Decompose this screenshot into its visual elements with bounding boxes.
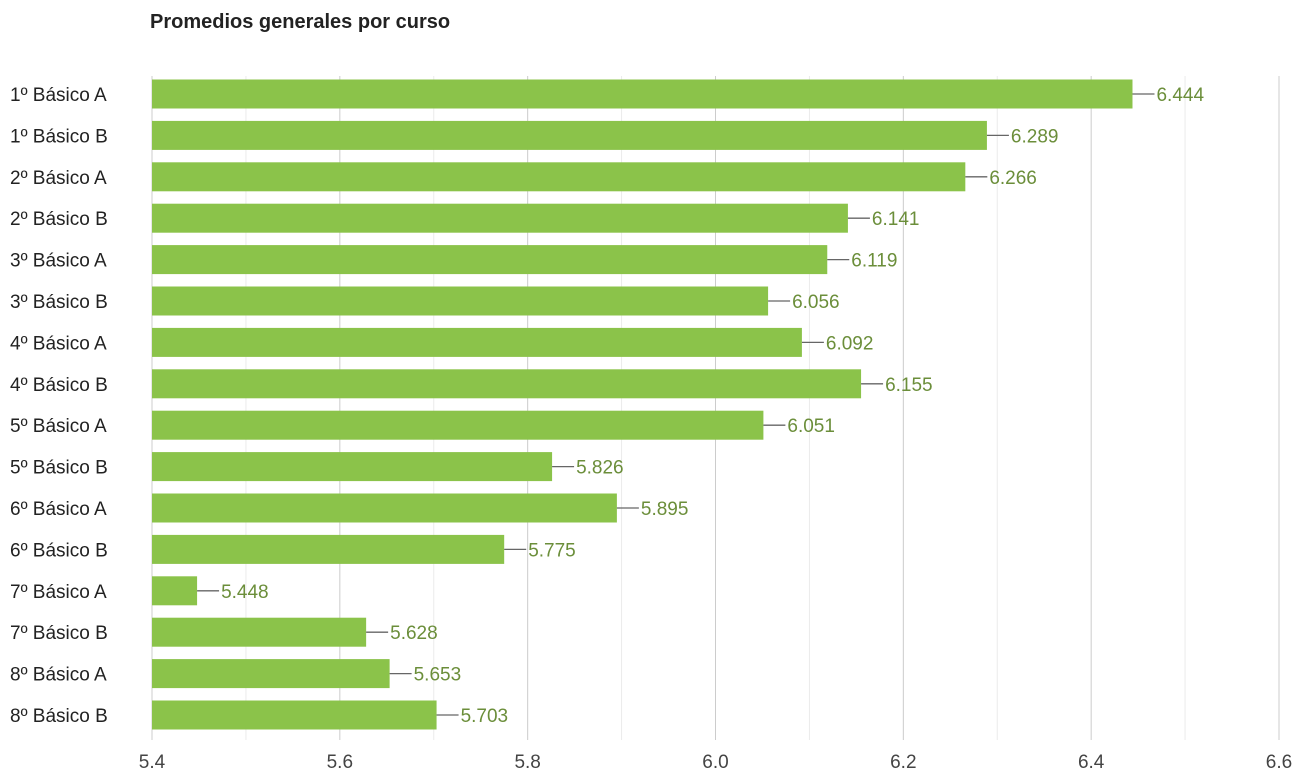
x-tick-label: 6.4 [1078,752,1105,773]
x-axis-ticks: 5.4 5.6 5.8 6.0 6.2 6.4 6.6 [139,752,1292,773]
value-label: 5.775 [528,540,576,561]
category-label: 5º Básico A [10,416,107,437]
value-label: 6.155 [885,375,933,396]
value-label: 6.119 [851,251,897,272]
bar [152,120,987,150]
value-label: 6.289 [1011,126,1059,147]
bar [152,286,769,316]
x-tick-label: 5.4 [139,752,166,773]
category-label: 3º Básico B [10,292,108,313]
category-label: 6º Básico A [10,499,107,520]
bar [152,700,437,730]
bar [152,203,848,233]
category-label: 7º Básico A [10,582,107,603]
value-label: 6.092 [826,333,874,354]
category-label: 3º Básico A [10,251,107,272]
bar [152,617,367,647]
chart-title: Promedios generales por curso [150,11,451,33]
x-tick-label: 6.6 [1266,752,1292,773]
value-label: 6.051 [787,416,835,437]
value-label: 5.628 [390,623,438,644]
category-label: 5º Básico B [10,458,108,479]
category-label: 1º Básico A [10,85,107,106]
value-label: 6.141 [872,209,920,230]
bar [152,410,764,440]
value-label: 6.056 [792,292,840,313]
category-label: 7º Básico B [10,623,108,644]
value-label: 5.895 [641,499,689,520]
x-tick-label: 5.6 [327,752,353,773]
x-tick-label: 5.8 [514,752,540,773]
category-label: 2º Básico A [10,168,107,189]
category-label: 4º Básico A [10,333,107,354]
category-label: 8º Básico B [10,706,108,727]
bar [152,162,966,192]
value-label: 6.444 [1156,85,1204,106]
bar [152,327,802,357]
category-label: 4º Básico B [10,375,108,396]
bar [152,452,553,482]
category-label: 8º Básico A [10,665,107,686]
x-tick-label: 6.0 [702,752,728,773]
value-label: 5.653 [414,665,462,686]
category-label: 6º Básico B [10,540,108,561]
bar [152,493,617,523]
category-label: 1º Básico B [10,126,108,147]
value-label: 5.826 [576,458,624,479]
bar [152,534,505,564]
bars: 6.444 6.289 6.266 6.141 6.119 6.056 6.092 6.155… [152,79,1204,730]
bar [152,79,1133,109]
value-label: 5.448 [221,582,269,603]
bar [152,576,198,606]
bar [152,659,390,689]
category-labels: 1º Básico A 1º Básico B 2º Básico A 2º Bási… [10,85,108,727]
x-tick-label: 6.2 [890,752,916,773]
category-label: 2º Básico B [10,209,108,230]
bar [152,245,828,275]
value-label: 6.266 [989,168,1037,189]
bar [152,369,862,399]
value-label: 5.703 [461,706,509,727]
